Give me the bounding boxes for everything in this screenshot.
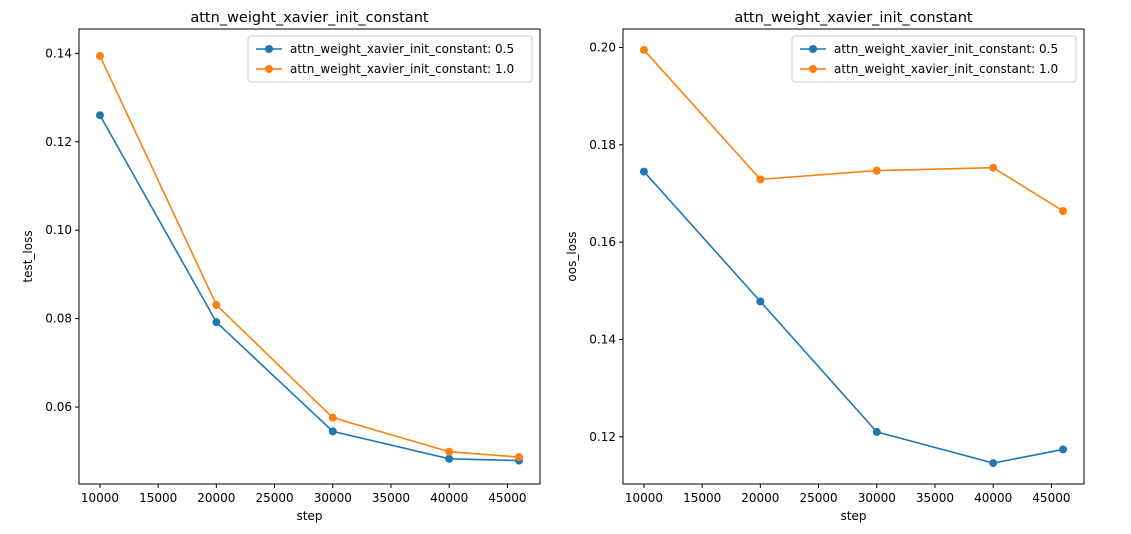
y-tick-label: 0.08 bbox=[45, 312, 72, 326]
x-tick-label: 30000 bbox=[314, 491, 352, 505]
data-point-0 bbox=[989, 459, 998, 468]
chart-panel-1: attn_weight_xavier_init_constant 10000 150… bbox=[565, 10, 1085, 523]
x-tick-label: 30000 bbox=[858, 491, 896, 505]
y-tick-label: 0.12 bbox=[45, 135, 72, 149]
x-tick-label: 15000 bbox=[683, 491, 721, 505]
data-point-1 bbox=[212, 300, 221, 309]
legend-marker-1 bbox=[265, 65, 273, 73]
y-tick-label: 0.18 bbox=[589, 138, 616, 152]
y-tick-label: 0.14 bbox=[45, 46, 72, 60]
legend-label-0: attn_weight_xavier_init_constant: 0.5 bbox=[834, 42, 1058, 56]
legend-label-0: attn_weight_xavier_init_constant: 0.5 bbox=[290, 42, 514, 56]
x-tick-label: 35000 bbox=[916, 491, 954, 505]
x-tick-label: 35000 bbox=[372, 491, 410, 505]
legend: attn_weight_xavier_init_constant: 0.5 att… bbox=[247, 35, 533, 83]
data-point-1 bbox=[445, 447, 454, 456]
data-point-1 bbox=[1059, 207, 1068, 215]
data-point-0 bbox=[1059, 445, 1068, 454]
data-point-1 bbox=[872, 166, 881, 175]
x-tick-label: 45000 bbox=[488, 491, 526, 505]
x-axis-label: step bbox=[841, 509, 867, 523]
data-point-0 bbox=[328, 427, 337, 436]
data-point-0 bbox=[639, 167, 648, 176]
x-tick-label: 40000 bbox=[974, 491, 1012, 505]
y-tick-label: 0.12 bbox=[589, 430, 616, 444]
legend-box bbox=[247, 35, 533, 83]
x-tick-label: 15000 bbox=[139, 491, 177, 505]
y-tick-label: 0.06 bbox=[45, 400, 72, 414]
chart-panel-0: attn_weight_xavier_init_constant 10000 150… bbox=[21, 10, 541, 523]
series-line-1 bbox=[99, 55, 520, 458]
plot-frame bbox=[78, 28, 541, 485]
data-point-1 bbox=[328, 413, 337, 422]
series-line-0 bbox=[643, 171, 1064, 464]
x-tick-label: 25000 bbox=[799, 491, 837, 505]
data-point-1 bbox=[95, 51, 104, 60]
legend-marker-0 bbox=[265, 45, 273, 53]
data-point-1 bbox=[515, 453, 524, 462]
x-tick-label: 45000 bbox=[1032, 491, 1070, 505]
legend-marker-0 bbox=[809, 45, 817, 53]
data-point-1 bbox=[756, 175, 765, 184]
y-tick-label: 0.10 bbox=[45, 223, 72, 237]
data-point-1 bbox=[639, 45, 648, 54]
y-axis-label: oos_loss bbox=[565, 231, 579, 281]
y-tick-label: 0.20 bbox=[589, 40, 616, 54]
chart-title: attn_weight_xavier_init_constant bbox=[190, 10, 429, 26]
legend: attn_weight_xavier_init_constant: 0.5 att… bbox=[791, 35, 1077, 83]
x-tick-label: 20000 bbox=[197, 491, 235, 505]
x-tick-label: 20000 bbox=[741, 491, 779, 505]
x-tick-label: 25000 bbox=[255, 491, 293, 505]
data-point-0 bbox=[95, 111, 104, 120]
legend-label-1: attn_weight_xavier_init_constant: 1.0 bbox=[834, 62, 1058, 76]
data-point-0 bbox=[212, 318, 221, 327]
y-tick-label: 0.14 bbox=[589, 332, 616, 346]
legend-marker-1 bbox=[809, 65, 817, 73]
legend-label-1: attn_weight_xavier_init_constant: 1.0 bbox=[290, 62, 514, 76]
series-line-0 bbox=[99, 114, 520, 462]
x-tick-label: 10000 bbox=[81, 491, 119, 505]
plot-frame bbox=[622, 28, 1085, 485]
legend-box bbox=[791, 35, 1077, 83]
chart-title: attn_weight_xavier_init_constant bbox=[734, 10, 973, 26]
x-tick-label: 10000 bbox=[625, 491, 663, 505]
data-point-0 bbox=[445, 454, 454, 463]
data-point-0 bbox=[756, 297, 765, 306]
x-tick-label: 40000 bbox=[430, 491, 468, 505]
x-axis-label: step bbox=[297, 509, 323, 523]
data-point-1 bbox=[989, 163, 998, 172]
y-axis-label: test_loss bbox=[21, 230, 35, 282]
y-tick-label: 0.16 bbox=[589, 235, 616, 249]
data-point-0 bbox=[872, 427, 881, 436]
